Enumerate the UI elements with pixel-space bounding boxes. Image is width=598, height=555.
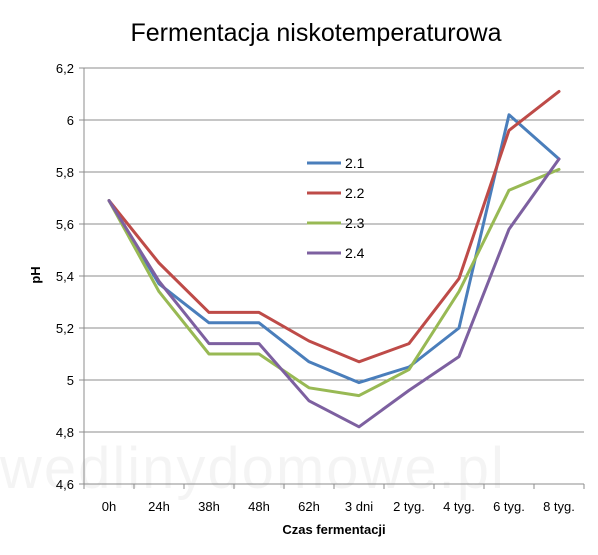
- y-tick-label: 5,6: [56, 217, 74, 232]
- x-tick-label: 62h: [298, 499, 320, 514]
- series-line-2.1: [107, 113, 561, 385]
- x-tick-label: 0h: [102, 499, 116, 514]
- legend-label: 2.3: [345, 215, 365, 231]
- x-tick-label: 2 tyg.: [393, 499, 425, 514]
- x-tick-labels: 0h 24h 38h 48h 62h 3 dni 2 tyg. 4 tyg. 6 tyg. 8 t…: [102, 499, 575, 514]
- legend-label: 2.2: [345, 185, 365, 201]
- chart-title: Fermentacja niskotemperaturowa: [131, 19, 502, 47]
- series-line-2.3: [107, 167, 561, 398]
- axes: [83, 68, 585, 489]
- x-tick-label: 24h: [148, 499, 170, 514]
- y-tick-label: 5,4: [56, 269, 74, 284]
- x-axis-title: Czas fermentacji: [282, 522, 385, 537]
- series-line-2.4: [107, 157, 561, 429]
- y-tick-label: 6,2: [56, 61, 74, 76]
- y-tick-label: 6: [67, 113, 74, 128]
- y-tick-label: 5: [67, 373, 74, 388]
- x-tick-label: 38h: [198, 499, 220, 514]
- y-tick-label: 4,8: [56, 425, 74, 440]
- y-axis-title: pH: [28, 266, 43, 283]
- gridlines: [79, 67, 584, 485]
- legend: 2.1 2.2 2.3 2.4: [307, 155, 365, 261]
- x-tick-label: 6 tyg.: [493, 499, 525, 514]
- legend-label: 2.1: [345, 155, 365, 171]
- y-tick-label: 5,8: [56, 165, 74, 180]
- x-tick-label: 3 dni: [345, 499, 373, 514]
- x-tick-label: 48h: [248, 499, 270, 514]
- y-tick-label: 4,6: [56, 477, 74, 492]
- watermark-text: wedlinydomowe.pl: [0, 436, 506, 501]
- legend-label: 2.4: [345, 245, 365, 261]
- series-line-2.2: [107, 89, 561, 364]
- y-tick-labels: 4,6 4,8 5 5,2 5,4 5,6 5,8 6 6,2: [56, 61, 74, 492]
- x-tick-label: 4 tyg.: [443, 499, 475, 514]
- series-lines: [107, 89, 561, 429]
- x-tick-label: 8 tyg.: [543, 499, 575, 514]
- y-tick-label: 5,2: [56, 321, 74, 336]
